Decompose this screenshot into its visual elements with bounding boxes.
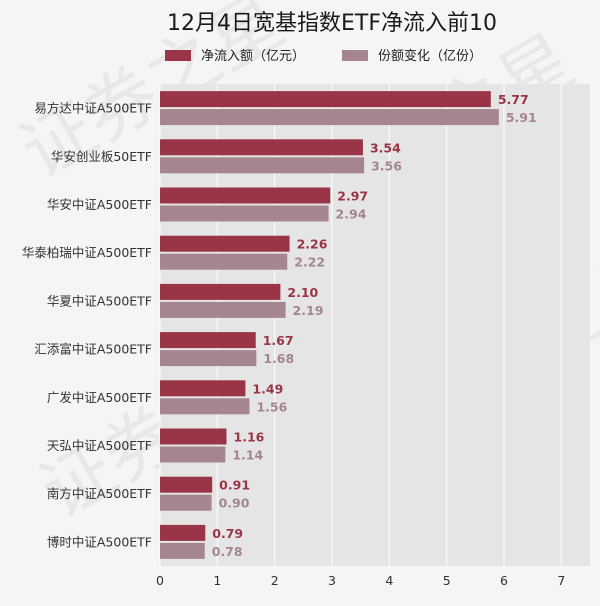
category-label: 南方中证A500ETF <box>47 486 152 501</box>
x-tick-label: 6 <box>500 573 508 588</box>
data-label: 0.91 <box>219 478 250 493</box>
x-tick-label: 2 <box>271 573 279 588</box>
data-label: 0.90 <box>219 496 250 511</box>
category-label: 天弘中证A500ETF <box>47 438 152 453</box>
category-labels: 易方达中证A500ETF 华安创业板50ETF 华安中证A500ETF 华泰柏瑞中证A… <box>22 101 152 550</box>
category-label: 广发中证A500ETF <box>47 390 152 405</box>
bar-share-change <box>160 398 250 415</box>
category-label: 易方达中证A500ETF <box>34 101 152 116</box>
bar-net-inflow <box>160 283 281 300</box>
legend-swatch <box>165 50 191 61</box>
x-tick-label: 5 <box>443 573 451 588</box>
legend-label: 净流入额（亿元） <box>201 49 305 64</box>
bars: 5.77 5.91 3.54 3.56 2.97 2.94 2.26 2.22 2.10 2.19… <box>160 91 537 559</box>
category-label: 华夏中证A500ETF <box>47 293 152 308</box>
bar-share-change <box>160 301 286 318</box>
legend-label: 份额变化（亿份） <box>378 48 482 64</box>
legend-swatch <box>342 50 368 61</box>
data-label: 5.77 <box>498 92 529 107</box>
plot-area <box>160 84 590 566</box>
data-label: 1.67 <box>263 333 294 348</box>
x-tick-label: 7 <box>557 573 565 588</box>
data-label: 2.19 <box>293 303 324 318</box>
data-label: 1.14 <box>232 448 263 463</box>
bar-share-change <box>160 253 288 270</box>
bar-share-change <box>160 542 205 559</box>
category-label: 华安创业板50ETF <box>51 149 152 164</box>
data-label: 5.91 <box>506 110 537 125</box>
bar-net-inflow <box>160 524 206 541</box>
bar-share-change <box>160 350 257 367</box>
data-label: 0.79 <box>212 526 243 541</box>
data-label: 3.56 <box>371 158 402 173</box>
bar-net-inflow <box>160 476 213 493</box>
x-axis-ticks: 0 1 2 3 4 5 6 7 <box>156 573 565 588</box>
data-label: 1.68 <box>263 351 294 366</box>
bar-share-change <box>160 205 329 222</box>
data-label: 2.26 <box>297 237 328 252</box>
data-label: 3.54 <box>370 140 401 155</box>
x-tick-label: 1 <box>213 573 221 588</box>
bar-share-change <box>160 157 365 174</box>
bar-net-inflow <box>160 91 491 108</box>
data-label: 2.94 <box>336 207 367 222</box>
data-label: 0.78 <box>212 544 243 559</box>
data-label: 1.56 <box>256 399 287 414</box>
category-label: 华泰柏瑞中证A500ETF <box>22 245 152 260</box>
data-label: 2.97 <box>337 189 368 204</box>
bar-share-change <box>160 109 499 126</box>
chart-title: 12月4日宽基指数ETF净流入前10 <box>167 11 497 36</box>
bar-net-inflow <box>160 187 331 204</box>
data-label: 1.16 <box>234 430 265 445</box>
data-label: 2.22 <box>294 255 325 270</box>
x-tick-label: 4 <box>385 573 393 588</box>
data-label: 1.49 <box>252 381 283 396</box>
category-label: 汇添富中证A500ETF <box>34 342 152 357</box>
bar-net-inflow <box>160 380 246 397</box>
category-label: 博时中证A500ETF <box>47 534 152 549</box>
bar-share-change <box>160 446 226 463</box>
legend: 净流入额（亿元） 份额变化（亿份） <box>165 48 482 64</box>
bar-share-change <box>160 494 212 511</box>
bar-net-inflow <box>160 235 290 252</box>
x-tick-label: 3 <box>328 573 336 588</box>
bar-net-inflow <box>160 428 227 445</box>
bar-net-inflow <box>160 139 363 156</box>
data-label: 2.10 <box>287 285 318 300</box>
category-label: 华安中证A500ETF <box>47 197 152 212</box>
bar-net-inflow <box>160 332 256 349</box>
x-tick-label: 0 <box>156 573 164 588</box>
